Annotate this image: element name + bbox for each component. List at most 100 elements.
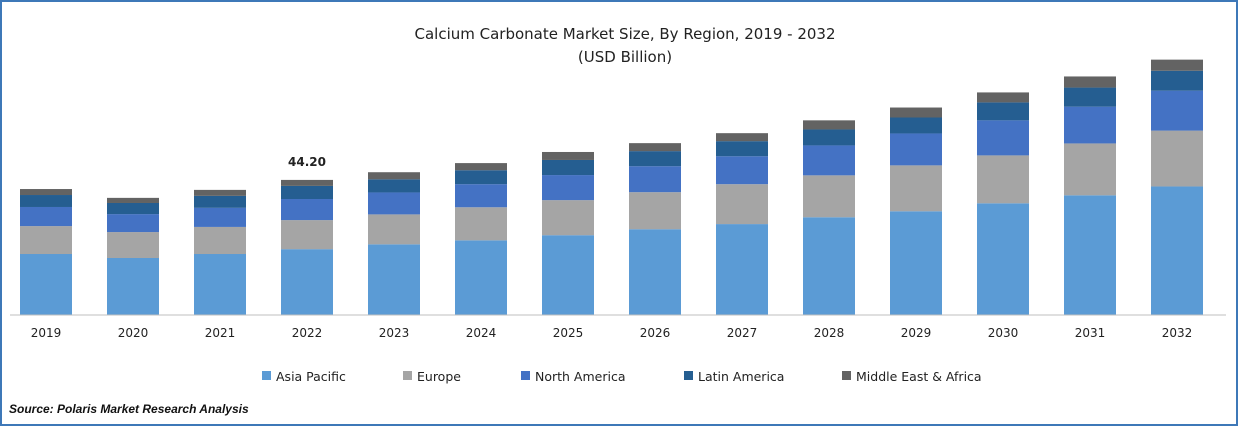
bar-2022-latin-america — [281, 185, 333, 200]
data-label: 44.20 — [288, 155, 326, 169]
bar-2028-europe — [803, 175, 855, 218]
x-tick-label: 2032 — [1162, 326, 1193, 340]
bar-2029-latin-america — [890, 117, 942, 134]
bar-2032-latin-america — [1151, 70, 1203, 91]
bar-2019-europe — [20, 226, 72, 255]
legend-label: North America — [535, 369, 626, 384]
chart-title: Calcium Carbonate Market Size, By Region… — [414, 25, 835, 43]
x-tick-label: 2031 — [1075, 326, 1106, 340]
legend: Asia Pacific Europe North America Latin Ame… — [262, 369, 982, 384]
bar-2021-asia-pacific — [194, 254, 246, 315]
bar-2026-north-america — [629, 166, 681, 193]
legend-item: Asia Pacific — [262, 369, 346, 384]
bar-2028-asia-pacific — [803, 217, 855, 315]
bar-2019-north-america — [20, 206, 72, 227]
bar-2030-middle-east-africa — [977, 92, 1029, 103]
legend-item: Europe — [403, 369, 461, 384]
x-tick-label: 2023 — [379, 326, 410, 340]
bar-2027-latin-america — [716, 141, 768, 157]
legend-label: Middle East & Africa — [856, 369, 982, 384]
bar-2032-asia-pacific — [1151, 186, 1203, 315]
bar-2020-asia-pacific — [107, 258, 159, 315]
bar-2020-middle-east-africa — [107, 197, 159, 203]
bar-2027-north-america — [716, 156, 768, 185]
bar-2024-asia-pacific — [455, 240, 507, 315]
bar-2025-middle-east-africa — [542, 151, 594, 160]
bar-2026-europe — [629, 192, 681, 230]
bar-2023-middle-east-africa — [368, 172, 420, 180]
bar-2028-latin-america — [803, 129, 855, 146]
x-tick-label: 2021 — [205, 326, 236, 340]
x-tick-label: 2019 — [31, 326, 62, 340]
bar-2029-middle-east-africa — [890, 107, 942, 118]
bar-2023-asia-pacific — [368, 244, 420, 315]
bar-2023-europe — [368, 214, 420, 245]
bar-2020-latin-america — [107, 202, 159, 215]
legend-swatch — [521, 371, 530, 380]
x-tick-label: 2026 — [640, 326, 671, 340]
x-tick-label: 2027 — [727, 326, 758, 340]
bar-2031-middle-east-africa — [1064, 76, 1116, 88]
x-tick-labels: 2019 2020 2021 2022 2023 2024 2025 2026 2027 2028… — [31, 326, 1193, 340]
bar-2030-north-america — [977, 120, 1029, 156]
bar-2025-europe — [542, 200, 594, 236]
bar-2031-asia-pacific — [1064, 195, 1116, 315]
bar-2026-middle-east-africa — [629, 143, 681, 152]
legend-label: Asia Pacific — [276, 369, 346, 384]
x-tick-label: 2028 — [814, 326, 845, 340]
legend-label: Latin America — [698, 369, 784, 384]
bar-2025-latin-america — [542, 159, 594, 176]
bar-2031-europe — [1064, 143, 1116, 196]
bar-2028-north-america — [803, 145, 855, 176]
bars-group — [20, 59, 1203, 315]
x-tick-label: 2022 — [292, 326, 323, 340]
legend-item: Latin America — [684, 369, 784, 384]
legend-item: Middle East & Africa — [842, 369, 982, 384]
source-note: Source: Polaris Market Research Analysis — [9, 402, 249, 416]
bar-2023-latin-america — [368, 179, 420, 193]
bar-2031-north-america — [1064, 106, 1116, 144]
bar-2029-north-america — [890, 133, 942, 166]
x-tick-label: 2030 — [988, 326, 1019, 340]
bar-2032-middle-east-africa — [1151, 59, 1203, 71]
bar-2025-north-america — [542, 175, 594, 201]
x-tick-label: 2024 — [466, 326, 497, 340]
legend-swatch — [684, 371, 693, 380]
bar-2026-latin-america — [629, 151, 681, 167]
bar-2022-north-america — [281, 199, 333, 221]
bar-2022-asia-pacific — [281, 249, 333, 315]
data-labels: 44.20 — [288, 155, 326, 169]
bar-2022-europe — [281, 220, 333, 250]
bar-2026-asia-pacific — [629, 229, 681, 315]
bar-2030-asia-pacific — [977, 203, 1029, 315]
bar-2025-asia-pacific — [542, 235, 594, 315]
legend-label: Europe — [417, 369, 461, 384]
bar-2031-latin-america — [1064, 87, 1116, 107]
bar-2030-europe — [977, 155, 1029, 204]
bar-2021-europe — [194, 226, 246, 255]
bar-2019-middle-east-africa — [20, 189, 72, 196]
legend-swatch — [262, 371, 271, 380]
bar-2019-asia-pacific — [20, 254, 72, 315]
bar-2024-latin-america — [455, 170, 507, 185]
bar-2024-europe — [455, 207, 507, 241]
bar-2024-north-america — [455, 184, 507, 208]
bar-2021-middle-east-africa — [194, 189, 246, 196]
bar-2027-asia-pacific — [716, 224, 768, 315]
x-tick-label: 2020 — [118, 326, 149, 340]
legend-item: North America — [521, 369, 626, 384]
chart-subtitle: (USD Billion) — [578, 48, 672, 66]
bar-2020-north-america — [107, 214, 159, 233]
bar-2032-europe — [1151, 130, 1203, 187]
bar-2029-asia-pacific — [890, 211, 942, 315]
bar-2024-middle-east-africa — [455, 163, 507, 171]
x-tick-label: 2029 — [901, 326, 932, 340]
bar-2032-north-america — [1151, 90, 1203, 131]
bar-2030-latin-america — [977, 102, 1029, 121]
bar-2021-north-america — [194, 207, 246, 227]
bar-2023-north-america — [368, 192, 420, 215]
bar-2028-middle-east-africa — [803, 120, 855, 130]
bar-2029-europe — [890, 165, 942, 212]
legend-swatch — [403, 371, 412, 380]
